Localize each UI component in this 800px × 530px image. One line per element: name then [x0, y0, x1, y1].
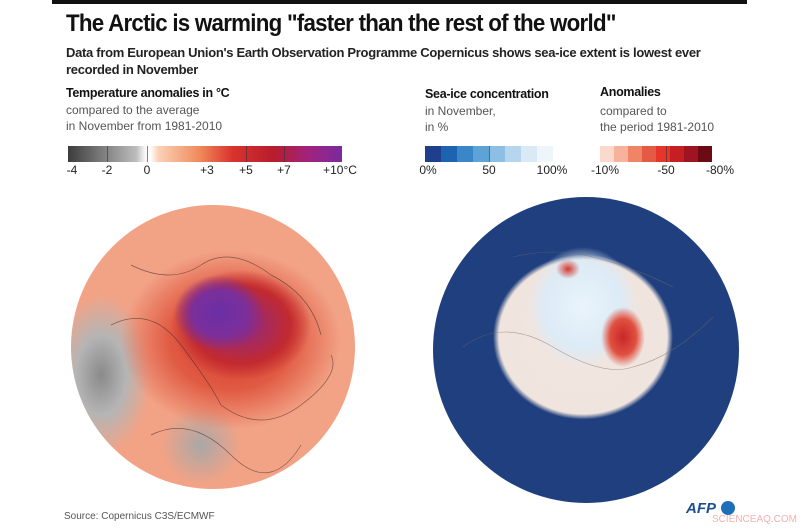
temp-tick: +3 — [200, 163, 214, 177]
scale-step — [537, 146, 553, 162]
temperature-legend-subtitle: compared to the average in November from… — [66, 103, 223, 133]
temp-tick: -4 — [66, 163, 78, 177]
page-subtitle: Data from European Union's Earth Observa… — [66, 45, 701, 77]
afp-logo: AFP — [686, 500, 716, 517]
anomaly-color-scale — [600, 146, 712, 162]
source-credit: Source: Copernicus C3S/ECMWF — [64, 511, 215, 522]
scale-step — [684, 146, 698, 162]
temperature-color-scale — [68, 146, 342, 162]
scale-step — [505, 146, 521, 162]
afp-logo-dot — [721, 501, 735, 515]
scale-step — [642, 146, 656, 162]
tick-mark — [489, 146, 490, 162]
scale-step — [698, 146, 712, 162]
scale-step — [473, 146, 489, 162]
watermark: SCIENCEAQ.COM — [712, 514, 798, 525]
scale-step — [489, 146, 505, 162]
coastline-lines — [462, 251, 714, 370]
top-rule — [52, 0, 747, 4]
scale-step — [628, 146, 642, 162]
tick-mark — [284, 146, 285, 162]
ice-tick: 0% — [419, 163, 437, 177]
scale-step — [425, 146, 441, 162]
tick-mark — [107, 146, 108, 162]
scale-step — [670, 146, 684, 162]
scale-step — [600, 146, 614, 162]
sea-ice-concentration-map — [433, 197, 739, 503]
anomaly-legend-title: Anomalies — [600, 85, 661, 99]
temp-tick: +10°C — [323, 163, 357, 177]
scale-step — [656, 146, 670, 162]
temperature-legend-title: Temperature anomalies in °C — [66, 86, 230, 100]
ice-legend-subtitle: in November, in % — [425, 104, 496, 134]
temp-tick: +5 — [239, 163, 253, 177]
temperature-anomaly-map — [71, 205, 355, 489]
anomaly-tick: -10% — [590, 163, 620, 177]
temp-tick: +7 — [277, 163, 291, 177]
scale-step — [521, 146, 537, 162]
anomaly-legend-subtitle: compared to the period 1981-2010 — [600, 104, 715, 134]
tick-mark — [246, 146, 247, 162]
scale-step — [441, 146, 457, 162]
page-title: The Arctic is warming "faster than the r… — [66, 10, 616, 37]
coastline-lines — [110, 256, 334, 474]
ice-legend-title: Sea-ice concentration — [425, 87, 549, 101]
ice-color-scale — [425, 146, 553, 162]
scale-step — [457, 146, 473, 162]
ice-tick: 50 — [482, 163, 496, 177]
tick-mark — [147, 146, 148, 162]
anomaly-tick: -80% — [705, 163, 735, 177]
tick-mark — [666, 146, 667, 162]
scale-step — [614, 146, 628, 162]
ice-tick: 100% — [536, 163, 568, 177]
temp-tick: 0 — [143, 163, 151, 177]
temp-tick: -2 — [101, 163, 113, 177]
anomaly-tick: -50 — [657, 163, 675, 177]
